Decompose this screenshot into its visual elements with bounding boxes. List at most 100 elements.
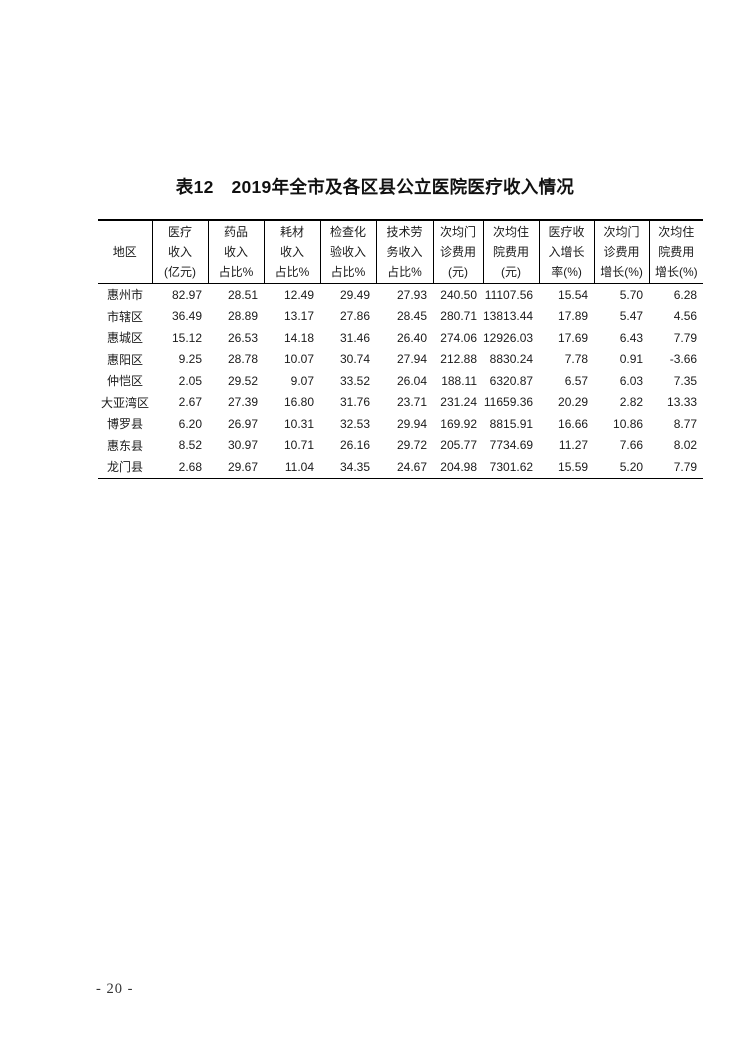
region-cell: 仲恺区 [106,374,143,389]
value-cell: 24.67 [396,459,427,474]
value-cell: 169.92 [440,416,477,431]
value-cell: 32.53 [339,416,370,431]
region-cell: 龙门县 [106,460,143,475]
value-cell: 8815.91 [489,416,534,431]
value-cell: 13.33 [667,395,698,410]
value-cell: 10.71 [283,438,314,453]
table-header-cell: 次均门 诊费用 (元) [432,220,483,284]
value-cell: 20.29 [558,395,589,410]
value-cell: 28.89 [227,309,258,324]
table-header-cell: 耗材 收入 占比% [263,220,320,284]
value-cell: 31.46 [339,330,370,345]
value-cell: 8830.24 [489,352,534,367]
table-title: 表12 2019年全市及各区县公立医院医疗收入情况 [175,177,575,197]
table-row: 博罗县 6.20 26.97 10.31 32.53 29.94 169.92 8815.91… [98,413,703,435]
value-cell: 27.93 [396,287,427,302]
table-row: 惠州市 82.97 28.51 12.49 29.49 27.93 240.50 11107.… [98,284,703,306]
value-cell: 8.52 [178,438,202,453]
value-cell: 4.56 [673,309,698,324]
value-cell: 5.47 [619,309,644,324]
value-cell: 11.27 [558,438,589,453]
value-cell: 5.20 [619,459,644,474]
value-cell: 13.17 [283,309,314,324]
value-cell: 7.66 [619,438,644,453]
value-cell: 23.71 [396,395,427,410]
value-cell: 7.35 [673,373,698,388]
revenue-table: 地区 医疗 收入 (亿元) 药品 收入 占比% 耗材 收入 占比% 检查化 验收入 占比% 技术劳 务收入占… [98,219,704,479]
value-cell: 31.76 [339,395,370,410]
value-cell: 212.88 [440,352,477,367]
region-cell: 大亚湾区 [100,395,149,410]
table-row: 惠阳区 9.25 28.78 10.07 30.74 27.94 212.88 8830.24… [98,349,703,371]
table-row: 惠东县 8.52 30.97 10.71 26.16 29.72 205.77 7734.69… [98,435,703,457]
value-cell: 240.50 [440,287,477,302]
value-cell: 26.16 [339,438,370,453]
value-cell: 0.91 [619,352,644,367]
table-header-cell: 次均门 诊费用 增长(%) [593,220,650,284]
value-cell: 12926.03 [483,330,534,345]
region-cell: 惠东县 [106,438,143,453]
table-body: 惠州市 82.97 28.51 12.49 29.49 27.93 240.50 11107.… [98,284,703,479]
value-cell: 36.49 [171,309,202,324]
value-cell: 9.25 [178,352,202,367]
value-cell: 11107.56 [484,287,534,302]
value-cell: 29.72 [396,438,427,453]
region-cell: 惠阳区 [106,352,143,367]
table-header-cell: 技术劳 务收入 占比% [375,220,433,284]
value-cell: 274.06 [440,330,477,345]
value-cell: 2.68 [178,459,202,474]
value-cell: 9.07 [290,373,314,388]
table-header-cell: 检查化 验收入 占比% [319,220,376,284]
value-cell: 28.78 [227,352,258,367]
value-cell: 26.97 [227,416,258,431]
value-cell: 28.45 [396,309,427,324]
region-cell: 博罗县 [106,417,143,432]
value-cell: 2.82 [619,395,644,410]
table-row: 市辖区 36.49 28.89 13.17 27.86 28.45 280.71 13813.… [98,306,703,328]
value-cell: 14.18 [283,330,314,345]
value-cell: 6.20 [178,416,202,431]
value-cell: 28.51 [227,287,258,302]
table-row: 仲恺区 2.05 29.52 9.07 33.52 26.04 188.11 6320.87 6… [98,370,703,392]
value-cell: -3.66 [669,352,698,367]
table-header-cell: 地区 [98,220,152,284]
value-cell: 29.94 [396,416,427,431]
table-header-cell: 医疗收 入增长 率(%) [538,220,595,284]
table-row: 大亚湾区 2.67 27.39 16.80 31.76 23.71 231.24 11659.… [98,392,703,414]
table-row: 惠城区 15.12 26.53 14.18 31.46 26.40 274.06 12926.… [98,327,703,349]
value-cell: 10.86 [613,416,644,431]
value-cell: 7301.62 [489,459,534,474]
region-cell: 市辖区 [106,309,143,324]
value-cell: 13813.44 [483,309,534,324]
value-cell: 26.40 [396,330,427,345]
page-number: - 20 - [96,981,134,997]
table-row: 龙门县 2.68 29.67 11.04 34.35 24.67 204.98 7301.62… [98,456,703,478]
value-cell: 6320.87 [489,373,534,388]
value-cell: 188.11 [441,373,477,388]
value-cell: 7.79 [673,330,698,345]
value-cell: 8.02 [673,438,698,453]
table-header-cell: 医疗 收入 (亿元) [151,220,208,284]
value-cell: 2.05 [178,373,202,388]
value-cell: 10.07 [283,352,314,367]
value-cell: 17.69 [558,330,589,345]
region-cell: 惠城区 [106,331,143,346]
value-cell: 6.57 [564,373,589,388]
value-cell: 280.71 [440,309,477,324]
value-cell: 15.59 [558,459,589,474]
value-cell: 205.77 [440,438,477,453]
value-cell: 26.04 [396,373,427,388]
value-cell: 10.31 [283,416,314,431]
value-cell: 27.39 [227,395,258,410]
value-cell: 11659.36 [483,395,534,410]
table-header-row: 地区 医疗 收入 (亿元) 药品 收入 占比% 耗材 收入 占比% 检查化 验收入 占比% 技术劳 务收入占… [98,220,704,284]
value-cell: 16.80 [283,395,314,410]
value-cell: 16.66 [558,416,589,431]
value-cell: 30.74 [339,352,370,367]
value-cell: 26.53 [227,330,258,345]
value-cell: 5.70 [619,287,644,302]
value-cell: 82.97 [171,287,202,302]
value-cell: 204.98 [440,459,477,474]
value-cell: 6.28 [673,287,698,302]
value-cell: 15.12 [171,330,202,345]
